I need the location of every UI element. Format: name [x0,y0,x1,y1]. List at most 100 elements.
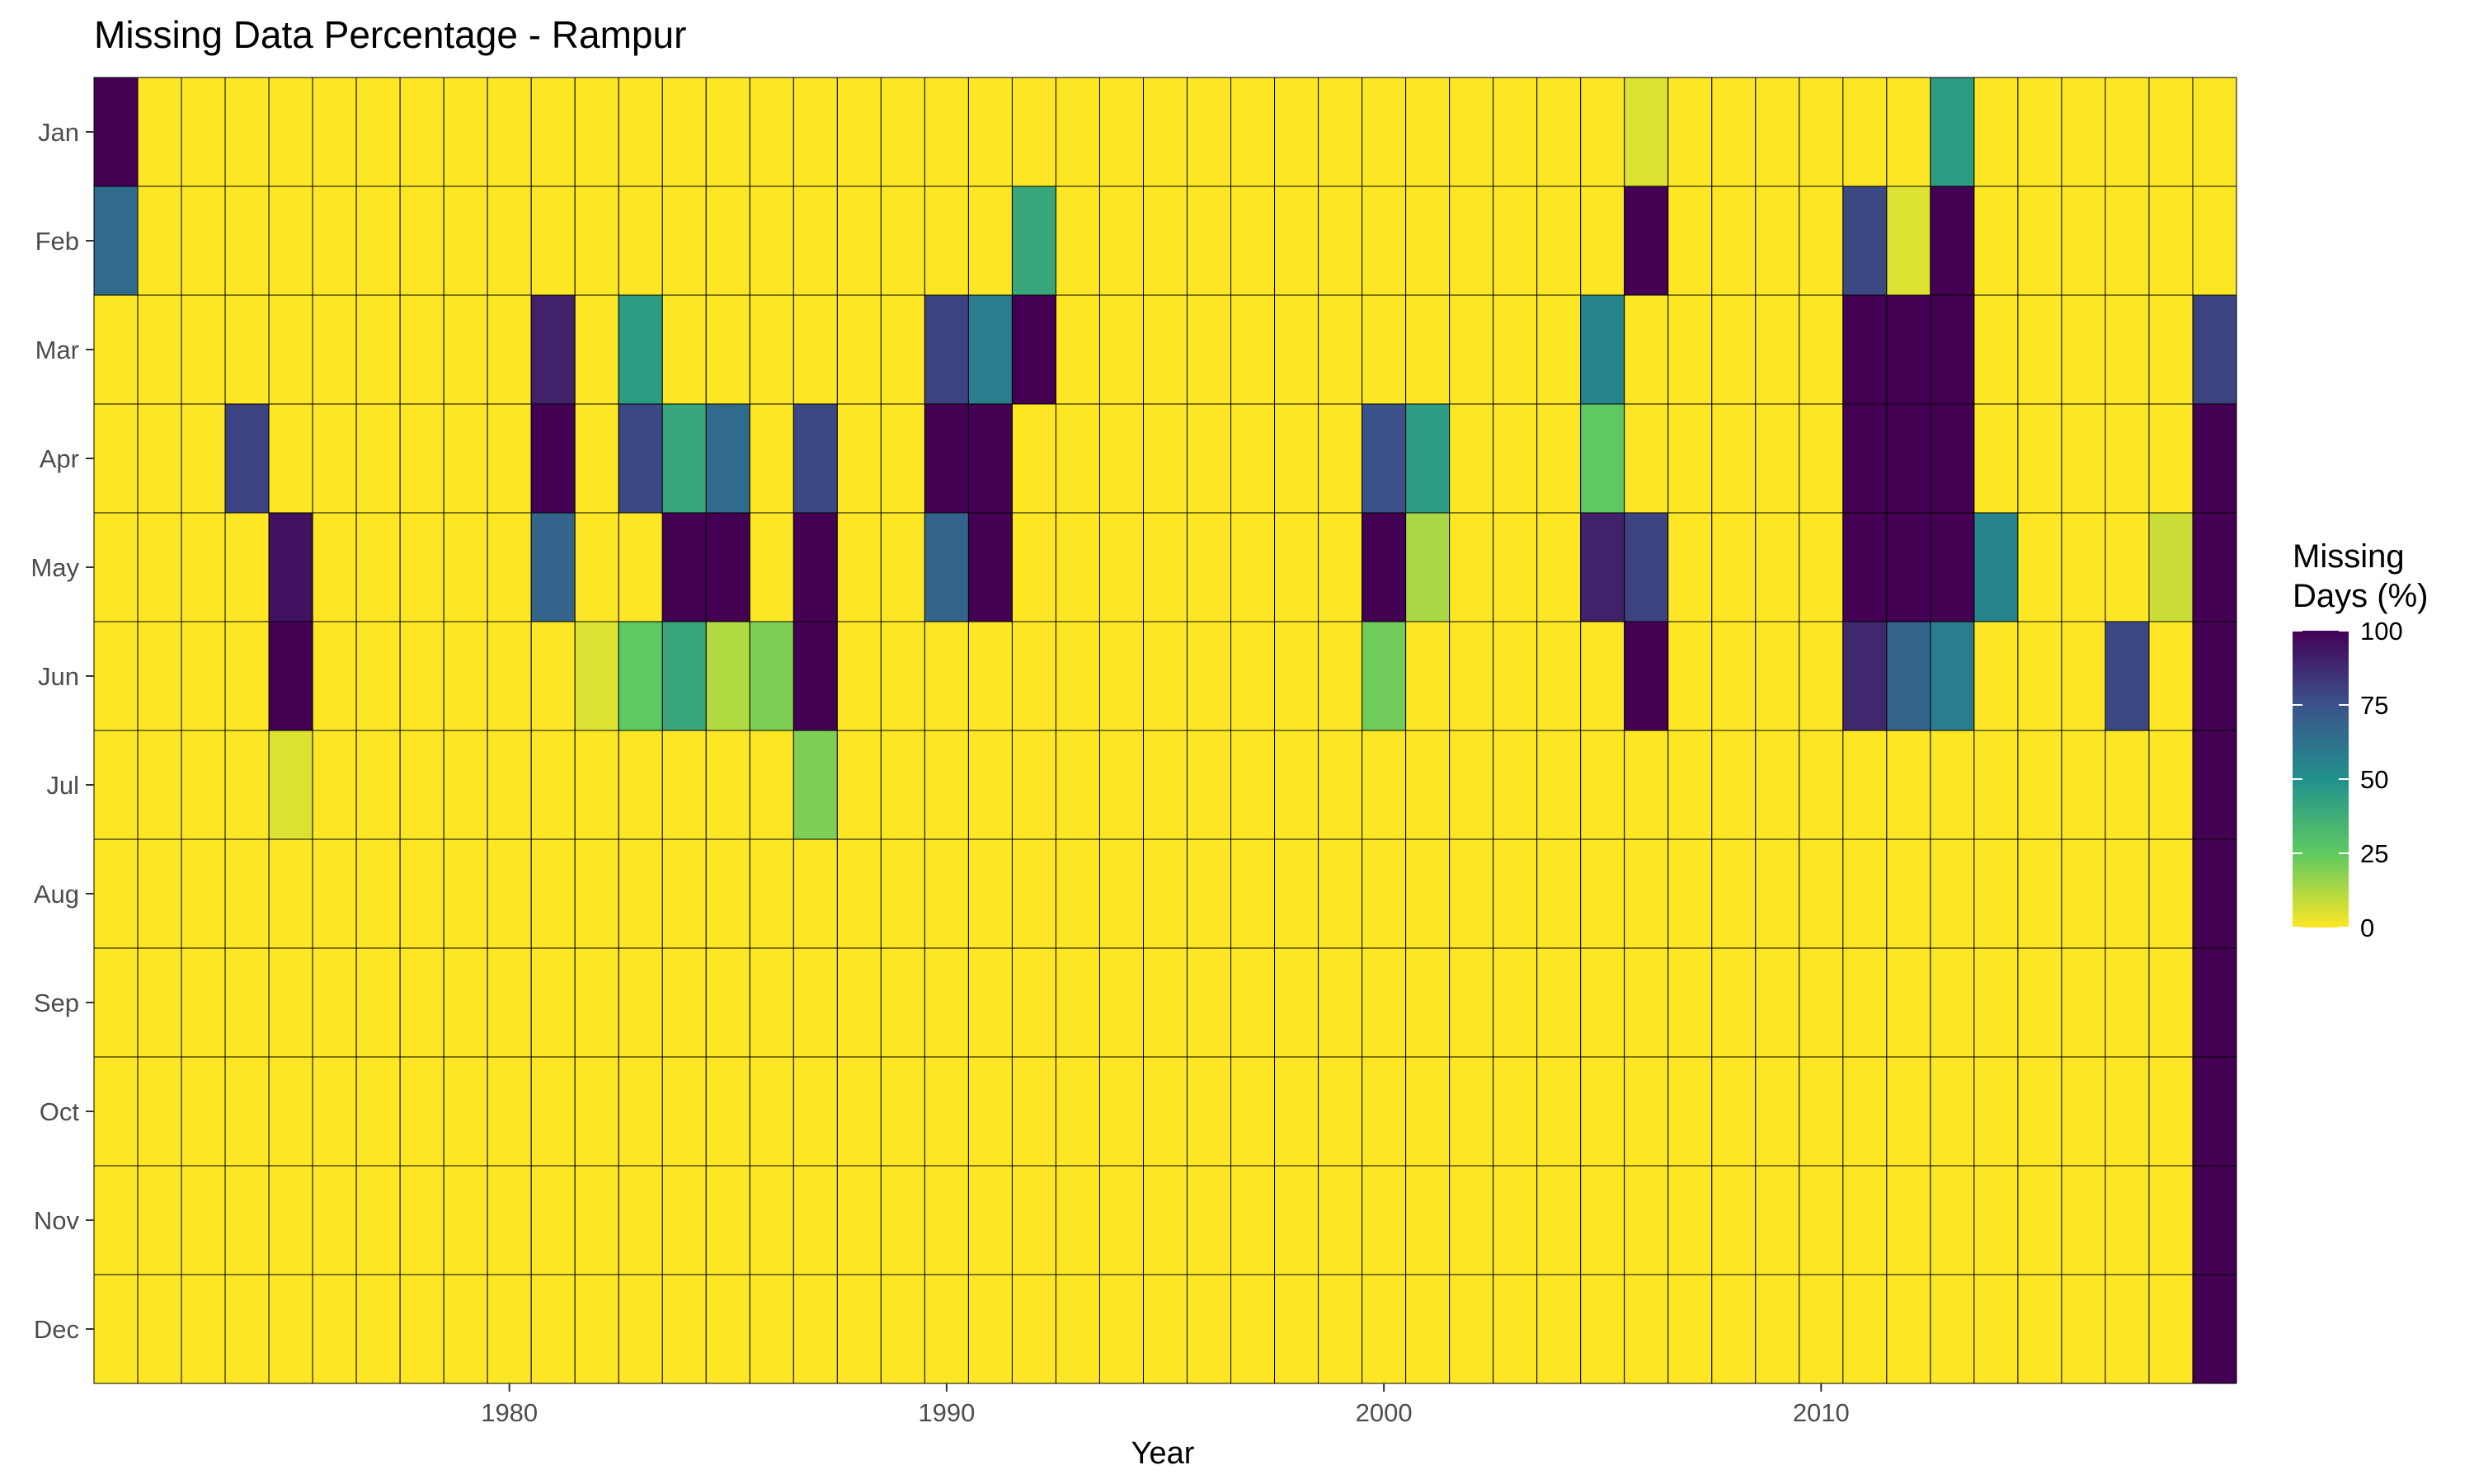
heatmap-cell-2015-feb [2017,186,2062,296]
heatmap-cell-2009-jul [1755,730,1800,840]
heatmap-cell-1979-jan [443,77,488,187]
heatmap-cell-2012-jun [1886,621,1931,731]
heatmap-cell-2003-apr [1493,403,1538,514]
heatmap-cell-2012-dec [1886,1274,1931,1384]
heatmap-cell-1996-nov [1187,1165,1232,1275]
heatmap-cell-2011-jun [1842,621,1888,731]
heatmap-cell-1981-jan [530,77,576,187]
heatmap-cell-1973-jul [181,730,226,840]
heatmap-cell-2014-dec [1973,1274,2019,1384]
y-tick-label-nov: Nov [34,1206,80,1235]
heatmap-cell-1974-mar [224,294,270,405]
x-tick-label-2000: 2000 [1356,1398,1413,1427]
heatmap-cell-1994-dec [1098,1274,1144,1384]
heatmap-cell-1987-sep [793,947,838,1058]
heatmap-cell-1979-apr [443,403,488,514]
heatmap-cell-1987-aug [793,838,838,949]
heatmap-cell-1983-nov [618,1165,663,1275]
heatmap-cell-2019-dec [2192,1274,2237,1384]
heatmap-cell-2016-jun [2061,621,2106,731]
heatmap-cell-1990-dec [924,1274,969,1384]
heatmap-cell-1988-jan [836,77,882,187]
heatmap-cell-2009-feb [1755,186,1800,296]
heatmap-cell-2000-jan [1362,77,1407,187]
heatmap-cell-2000-aug [1362,838,1407,949]
heatmap-cell-1982-sep [574,947,619,1058]
heatmap-cell-2006-apr [1624,403,1669,514]
heatmap-cell-1997-oct [1230,1056,1276,1167]
heatmap-cell-1999-sep [1318,947,1363,1058]
heatmap-cell-1990-apr [924,403,969,514]
heatmap-cell-1981-aug [530,838,576,949]
heatmap-cell-2015-oct [2017,1056,2062,1167]
heatmap-cell-1983-aug [618,838,663,949]
heatmap-cell-2011-nov [1842,1165,1888,1275]
heatmap-cell-2004-aug [1536,838,1582,949]
heatmap-cell-1996-dec [1187,1274,1232,1384]
heatmap-cell-2016-aug [2061,838,2106,949]
heatmap-cell-2002-aug [1449,838,1494,949]
heatmap-cell-1990-nov [924,1165,969,1275]
heatmap-cell-1985-jun [705,621,750,731]
heatmap-cell-1992-dec [1011,1274,1056,1384]
heatmap-cell-2001-apr [1405,403,1451,514]
heatmap-cell-1980-apr [487,403,532,514]
y-tick-label-aug: Aug [34,880,79,909]
heatmap-cell-1987-jan [793,77,838,187]
heatmap-cell-1976-mar [312,294,357,405]
heatmap-cell-1975-sep [268,947,313,1058]
heatmap-cell-1995-aug [1142,838,1188,949]
heatmap-cell-2007-jan [1667,77,1713,187]
heatmap-cell-1987-apr [793,403,838,514]
heatmap-cell-2019-sep [2192,947,2237,1058]
heatmap-cell-1994-may [1098,512,1144,622]
heatmap-cell-1999-jan [1318,77,1363,187]
heatmap-cell-2010-mar [1799,294,1844,405]
heatmap-cell-1986-may [749,512,794,622]
heatmap-cell-1985-mar [705,294,750,405]
heatmap-cell-1972-oct [137,1056,182,1167]
heatmap-cell-1997-mar [1230,294,1276,405]
heatmap-cell-1972-aug [137,838,182,949]
heatmap-cell-1974-jun [224,621,270,731]
heatmap-cell-2006-jun [1624,621,1669,731]
heatmap-cell-2007-dec [1667,1274,1713,1384]
heatmap-cell-1976-apr [312,403,357,514]
heatmap-cell-2015-jan [2017,77,2062,187]
heatmap-cell-1984-mar [661,294,707,405]
heatmap-cell-2016-jan [2061,77,2106,187]
heatmap-cell-1975-jul [268,730,313,840]
heatmap-cell-2006-jul [1624,730,1669,840]
x-axis-label: Year [1131,1436,1195,1471]
heatmap-cell-1990-sep [924,947,969,1058]
heatmap-cell-1991-apr [967,403,1013,514]
heatmap-cell-2016-may [2061,512,2106,622]
heatmap-cell-2009-dec [1755,1274,1800,1384]
heatmap-cell-1972-dec [137,1274,182,1384]
legend-tick-label-75: 75 [2360,691,2388,720]
x-tick-label-1990: 1990 [918,1398,975,1427]
heatmap-cell-2002-jun [1449,621,1494,731]
heatmap-cell-1973-apr [181,403,226,514]
heatmap-cell-1973-nov [181,1165,226,1275]
heatmap-cell-1972-jan [137,77,182,187]
heatmap-cell-1998-jul [1274,730,1319,840]
heatmap-cell-2006-sep [1624,947,1669,1058]
heatmap-cell-1998-nov [1274,1165,1319,1275]
heatmap-cell-1981-nov [530,1165,576,1275]
heatmap-cell-2008-apr [1711,403,1757,514]
heatmap-cell-1973-dec [181,1274,226,1384]
heatmap-cell-2009-oct [1755,1056,1800,1167]
heatmap-cell-1988-sep [836,947,882,1058]
heatmap-cell-1992-oct [1011,1056,1056,1167]
heatmap-cell-2013-jul [1930,730,1975,840]
heatmap-cell-1992-jun [1011,621,1056,731]
heatmap-cell-2019-nov [2192,1165,2237,1275]
heatmap-cell-2005-jun [1580,621,1625,731]
heatmap-cell-1982-may [574,512,619,622]
heatmap-cell-2013-aug [1930,838,1975,949]
heatmap-cell-1984-oct [661,1056,707,1167]
heatmap-cell-2011-jul [1842,730,1888,840]
heatmap-cell-1990-aug [924,838,969,949]
heatmap-cell-1993-sep [1055,947,1100,1058]
